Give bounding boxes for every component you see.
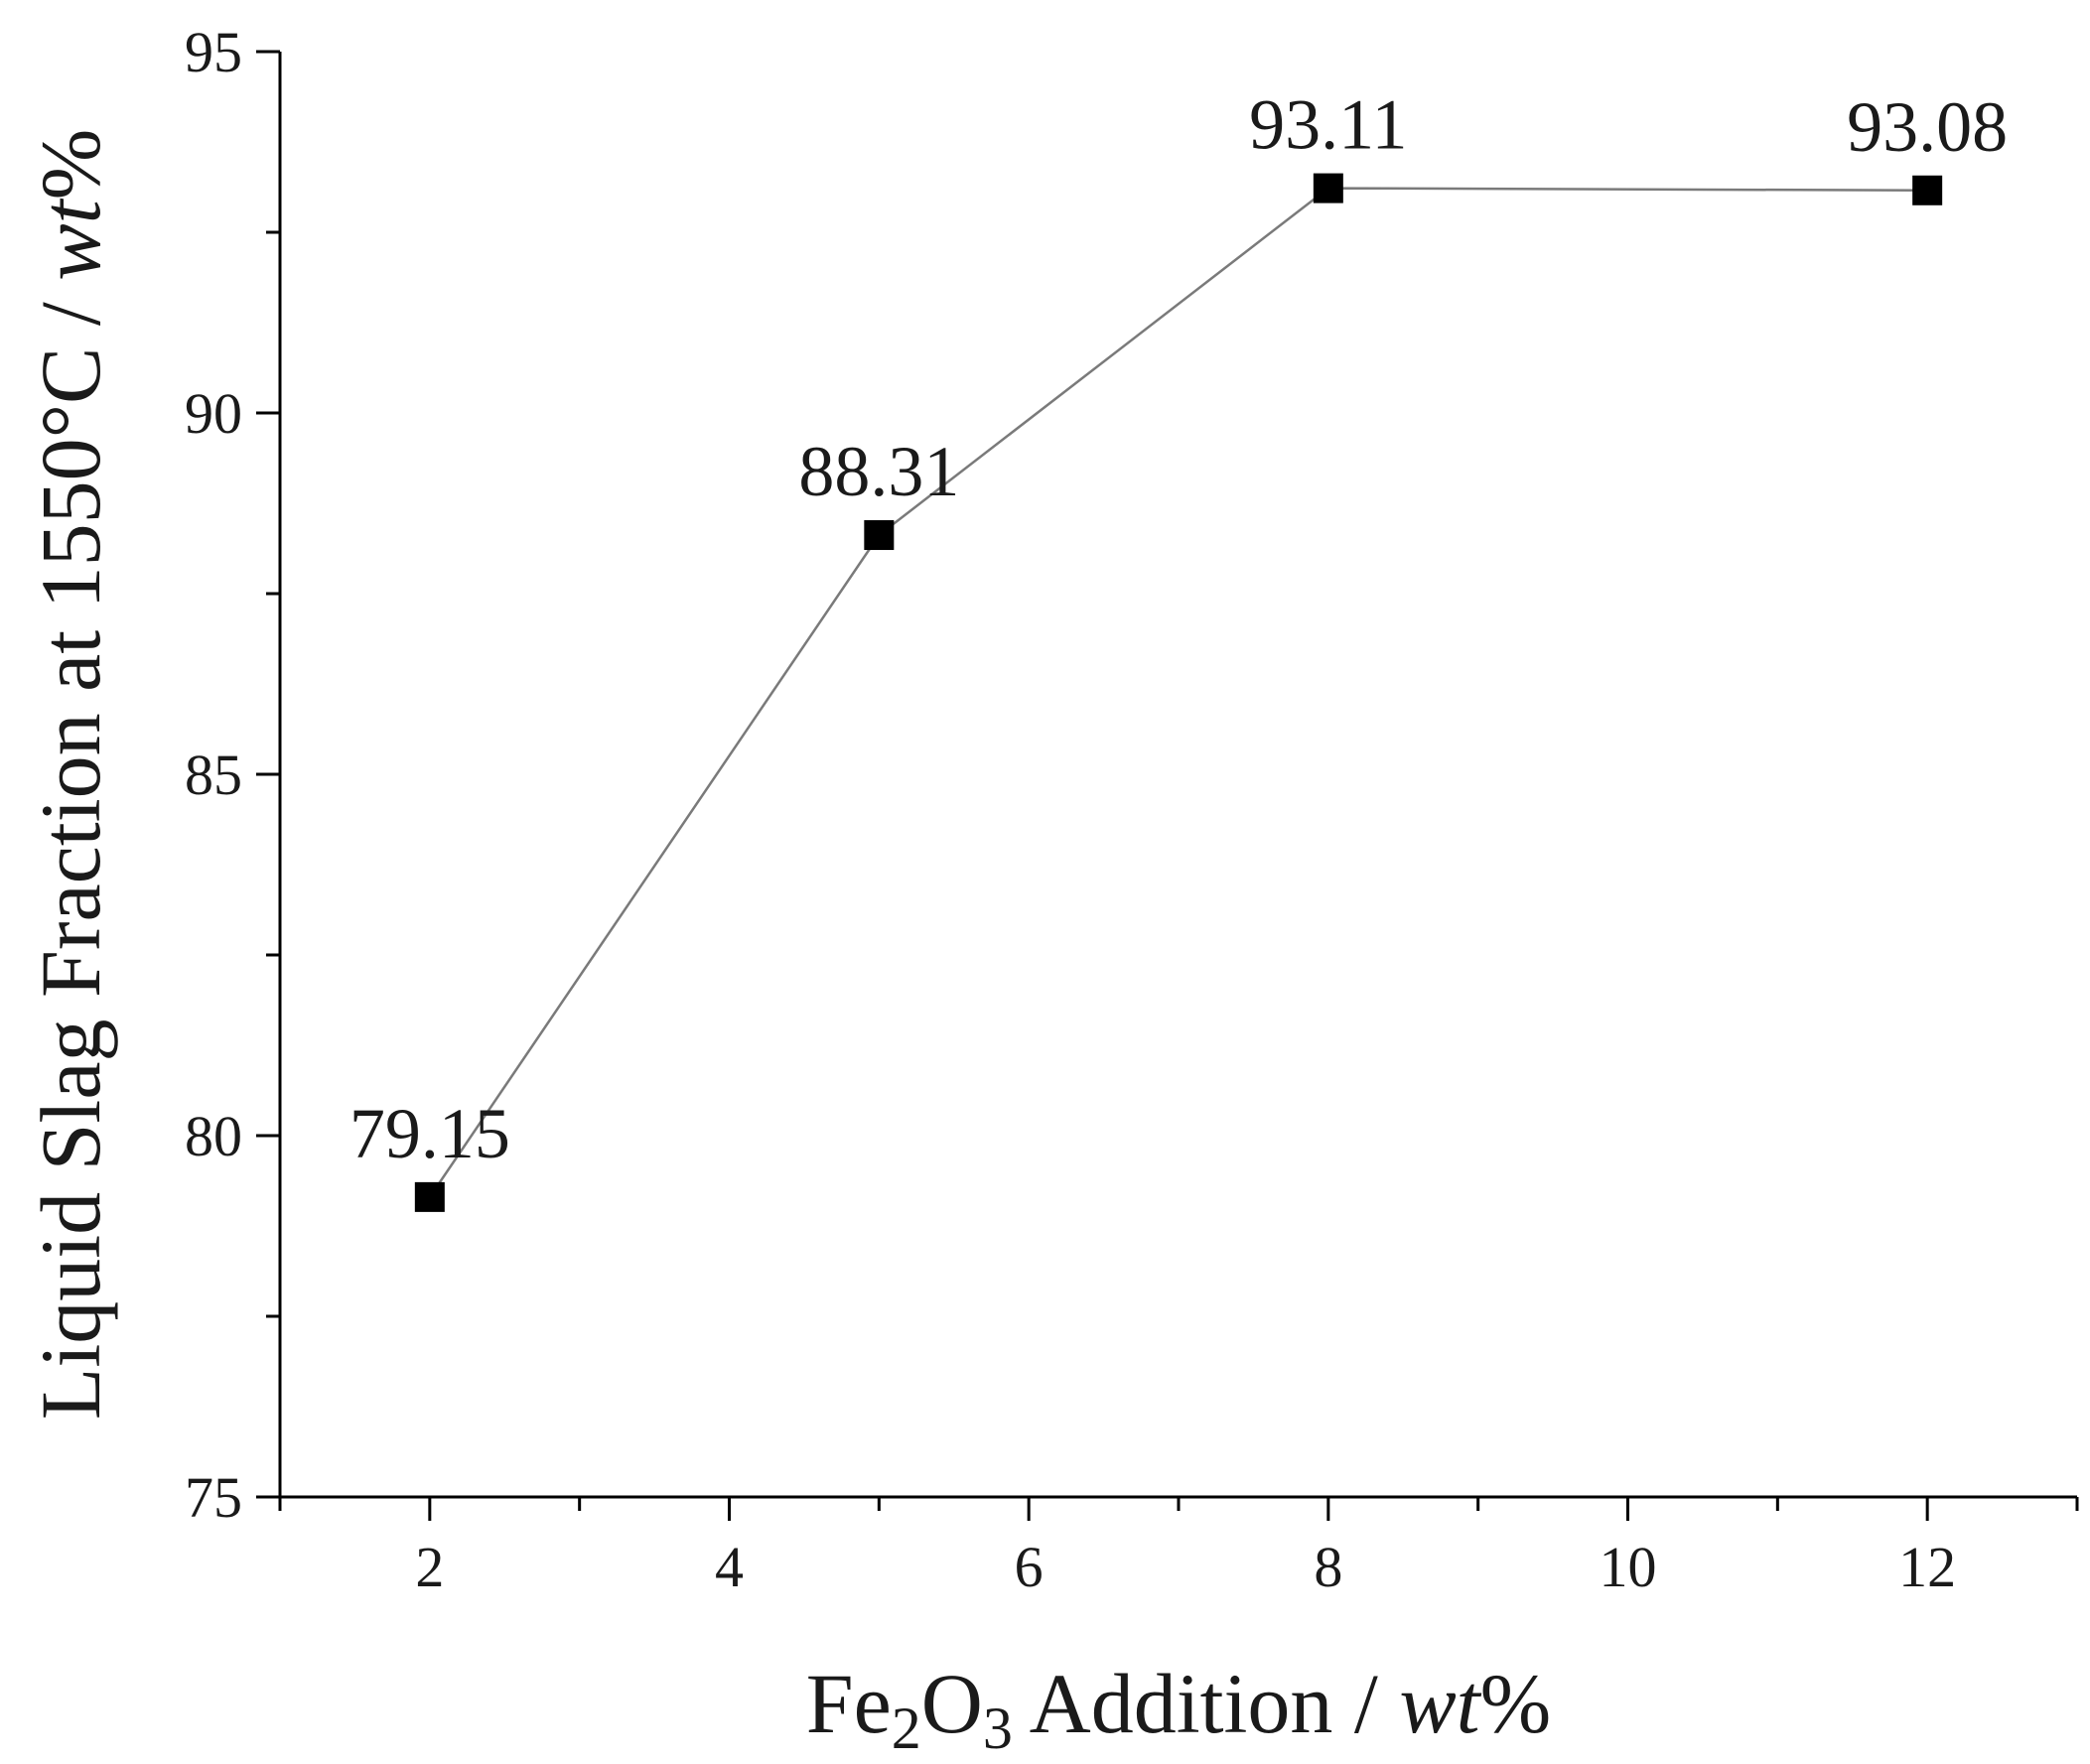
x-axis-title: Fe2O3 Addition / wt% <box>806 1656 1551 1761</box>
x-tick-label: 2 <box>415 1535 444 1599</box>
data-point-marker <box>864 520 895 551</box>
data-labels: 79.15 88.31 93.11 93.08 <box>349 85 2008 1173</box>
x-tick-label: 12 <box>1898 1535 1956 1599</box>
y-axis-title: Liquid Slag Fraction at 1550°C / wt% <box>23 129 118 1420</box>
series <box>414 173 1943 1212</box>
y-tick-label: 90 <box>185 381 242 446</box>
series-line <box>428 187 1928 1198</box>
data-point-marker <box>1313 173 1343 204</box>
x-axis-title-unit-suffix: % <box>1480 1656 1552 1751</box>
data-label: 93.08 <box>1847 87 2008 167</box>
x-axis-title-sub-2: 2 <box>892 1696 921 1761</box>
y-axis-title-unit-suffix: % <box>23 129 118 201</box>
y-axis-title-text: Liquid Slag Fraction at 1550°C / <box>23 281 118 1421</box>
x-axis-title-text: Addition / <box>1013 1656 1399 1751</box>
x-axis-title-sub-3: 3 <box>983 1696 1013 1761</box>
data-point-marker <box>1912 175 1943 205</box>
data-label: 88.31 <box>798 432 959 511</box>
x-tick-label: 6 <box>1015 1535 1044 1599</box>
data-point-marker <box>414 1181 445 1212</box>
ticks: 2 4 6 8 10 12 75 80 85 90 95 <box>185 20 2079 1599</box>
data-label: 79.15 <box>349 1094 510 1173</box>
y-axis-title-unit-italic: wt <box>23 198 118 280</box>
x-tick-label: 10 <box>1600 1535 1657 1599</box>
data-label: 93.11 <box>1249 85 1407 165</box>
x-axis-title-o: O <box>921 1656 983 1751</box>
y-tick-label: 95 <box>185 20 242 84</box>
x-tick-label: 8 <box>1314 1535 1342 1599</box>
x-axis-title-unit-italic: wt <box>1399 1656 1481 1751</box>
x-axis-title-fe: Fe <box>806 1656 892 1751</box>
x-tick-label: 4 <box>715 1535 744 1599</box>
y-tick-label: 85 <box>185 743 242 807</box>
y-tick-label: 80 <box>185 1104 242 1168</box>
axes <box>278 52 2077 1499</box>
y-tick-label: 75 <box>185 1465 242 1530</box>
